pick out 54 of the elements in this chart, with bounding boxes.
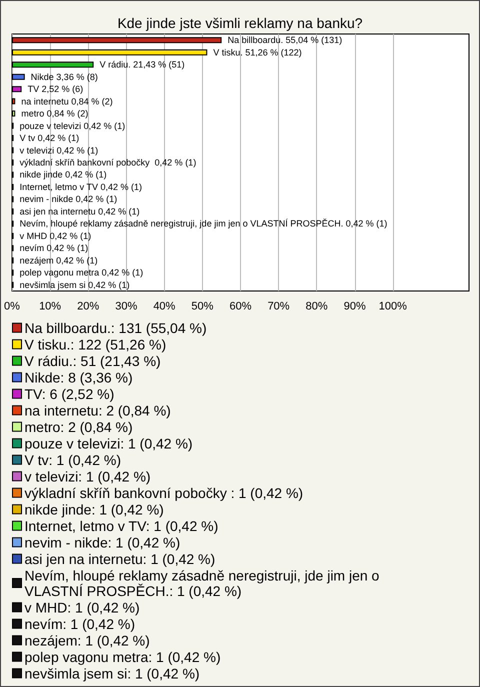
legend-label: pouze v televizi: 1 (0,42 %) — [24, 435, 193, 452]
category-label: výkladní skříň bankovní pobočky 0,42 % (1) — [20, 158, 196, 168]
legend-label: nevim - nikde: 1 (0,42 %) — [24, 534, 180, 550]
category-label: Nevím, hloupé reklamy zásadně neregistruji, jde jim jen o VLASTNÍ PROSPĚCH. 0,42 % (1) — [20, 218, 388, 229]
legend-label: nikde jinde: 1 (0,42 %) — [24, 501, 164, 518]
legend-label: Internet, letmo v TV: 1 (0,42 %) — [24, 518, 218, 534]
legend-label: V tisku.: 122 (51,26 %) — [24, 336, 166, 352]
category-label: TV 2,52 % (6) — [28, 84, 84, 94]
legend-label: nevšimla jsem si: 1 (0,42 %) — [24, 665, 200, 682]
legend-label: Na billboardu.: 131 (55,04 %) — [24, 320, 207, 336]
legend-label: v televizi: 1 (0,42 %) — [24, 468, 151, 484]
legend-label: V tv: 1 (0,42 %) — [24, 452, 121, 468]
legend-label: v MHD: 1 (0,42 %) — [24, 599, 140, 616]
category-label: metro 0,84 % (2) — [21, 108, 88, 119]
category-label: V tv 0,42 % (1) — [20, 133, 80, 144]
x-tick-label: 20% — [77, 300, 100, 312]
category-label: nevšimla jsem si 0,42 % (1) — [20, 280, 130, 290]
x-tick-label: 80% — [306, 300, 328, 312]
category-label: Na billboardu. 55,04 % (131) — [228, 35, 342, 46]
category-label: pouze v televizi 0,42 % (1) — [20, 120, 126, 131]
category-label: v MHD 0,42 % (1) — [20, 230, 92, 241]
category-label: Nikde 3,36 % (8) — [30, 72, 98, 82]
legend-label: Nikde: 8 (3,36 %) — [24, 369, 133, 386]
category-label: nezájem 0,42 % (1) — [20, 255, 98, 266]
category-label: nevím 0,42 % (1) — [20, 243, 88, 254]
legend-label: TV: 6 (2,52 %) — [24, 386, 114, 402]
legend-label: nezájem: 1 (0,42 %) — [24, 632, 150, 648]
category-label: Internet, letmo v TV 0,42 % (1) — [20, 182, 142, 192]
category-label: nevim - nikde 0,42 % (1) — [20, 194, 118, 204]
legend-label: Nevím, hloupé reklamy zásadně neregistruji, jde jim jen o VLASTNÍ PROSPĚCH.: 1 (0,42 %) — [24, 567, 384, 599]
x-tick-label: 90% — [344, 300, 366, 312]
x-tick-label: 40% — [153, 300, 176, 312]
category-label: asi jen na internetu 0,42 % (1) — [20, 206, 140, 216]
legend-label: V rádiu.: 51 (21,43 %) — [24, 352, 161, 369]
legend-label: výkladní skříň bankovní pobočky : 1 (0,42 %) — [24, 484, 304, 501]
legend-label: metro: 2 (0,84 %) — [24, 418, 133, 435]
legend-label: polep vagonu metra: 1 (0,42 %) — [24, 648, 221, 665]
legend-label: na internetu: 2 (0,84 %) — [24, 402, 171, 418]
category-label: nikde jinde 0,42 % (1) — [20, 170, 107, 180]
category-label: V tisku. 51,26 % (122) — [213, 47, 302, 58]
legend-label: nevím: 1 (0,42 %) — [24, 616, 135, 632]
chart-title: Kde jinde jste všimli reklamy na banku? — [117, 15, 363, 31]
category-label: polep vagonu metra 0,42 % (1) — [20, 268, 144, 278]
category-label: v televizi 0,42 % (1) — [20, 145, 98, 156]
x-tick-label: 60% — [229, 300, 252, 312]
x-tick-label: 50% — [191, 300, 214, 312]
x-tick-label: 0% — [4, 300, 20, 312]
x-tick-label: 10% — [39, 300, 62, 312]
legend-label: asi jen na internetu: 1 (0,42 %) — [24, 550, 216, 567]
x-tick-label: 70% — [268, 300, 290, 312]
category-label: V rádiu. 21,43 % (51) — [100, 60, 185, 70]
x-tick-label: 100% — [378, 300, 408, 312]
x-tick-label: 30% — [115, 300, 138, 312]
category-label: na internetu 0,84 % (2) — [21, 96, 113, 106]
